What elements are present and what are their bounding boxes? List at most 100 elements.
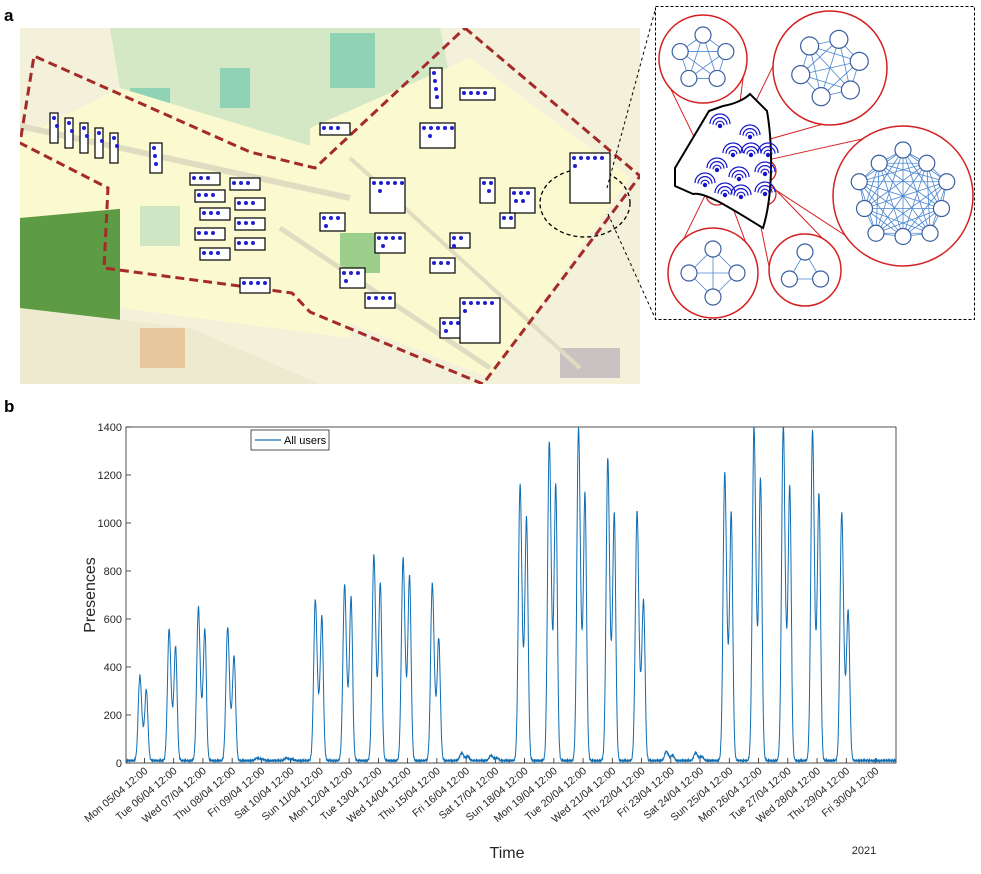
zoom-connector-top	[606, 6, 657, 189]
map-pond-2	[220, 68, 250, 108]
access-point-marker	[216, 251, 220, 255]
cluster-node	[918, 154, 936, 172]
y-tick-label: 200	[104, 710, 122, 722]
campus-boundary	[20, 28, 640, 384]
wifi-icon	[754, 181, 776, 197]
access-point-marker	[452, 236, 456, 240]
access-point-marker	[388, 296, 392, 300]
building	[229, 177, 261, 191]
wifi-icon	[714, 182, 736, 198]
access-point-marker	[115, 144, 119, 148]
access-point-marker	[204, 231, 208, 235]
map-garden	[140, 206, 180, 246]
building	[234, 217, 266, 231]
access-point-marker	[242, 281, 246, 285]
access-point-marker	[211, 231, 215, 235]
panel-b-label: b	[4, 397, 15, 416]
access-point-marker	[393, 181, 397, 185]
legend-box	[250, 429, 330, 451]
access-point-marker	[435, 95, 439, 99]
access-point-marker	[197, 193, 201, 197]
access-point-marker	[377, 236, 381, 240]
access-point-marker	[429, 126, 433, 130]
access-point-marker	[443, 126, 447, 130]
cluster-node	[932, 199, 951, 218]
access-point-marker	[232, 181, 236, 185]
map-road-1	[20, 123, 351, 201]
cluster-node	[867, 224, 885, 242]
access-point-marker	[251, 201, 255, 205]
cluster-node	[791, 65, 811, 85]
cluster-node	[704, 240, 722, 258]
cluster-edge	[875, 163, 880, 234]
access-point-marker	[244, 221, 248, 225]
access-point-marker	[433, 79, 437, 83]
access-point-marker	[434, 87, 438, 91]
building	[189, 172, 221, 186]
access-point-marker	[52, 116, 56, 120]
access-point-marker	[329, 126, 333, 130]
cluster-node	[840, 80, 860, 100]
cluster-edge	[864, 149, 904, 209]
access-point-marker	[444, 329, 448, 333]
cluster-circle	[768, 233, 842, 307]
building	[194, 189, 226, 203]
access-point-marker	[439, 261, 443, 265]
wifi-icon	[757, 142, 779, 158]
cluster	[667, 227, 759, 319]
access-point-marker	[204, 193, 208, 197]
cluster-node	[921, 224, 939, 242]
access-point-marker	[97, 131, 101, 135]
access-point-marker	[469, 91, 473, 95]
access-point-marker	[452, 244, 456, 248]
cluster-node	[680, 69, 698, 88]
access-point-marker	[600, 156, 604, 160]
cluster-node	[811, 270, 830, 288]
campus-map-svg	[20, 28, 640, 384]
cluster-node	[780, 270, 799, 288]
access-point-marker	[336, 126, 340, 130]
access-point-marker	[251, 221, 255, 225]
access-point-marker	[197, 231, 201, 235]
access-point-marker	[428, 134, 432, 138]
building	[79, 122, 89, 154]
access-point-marker	[489, 181, 493, 185]
access-point-marker	[244, 241, 248, 245]
access-point-marker	[502, 216, 506, 220]
map-lot	[140, 328, 185, 368]
cluster-edge	[859, 181, 931, 234]
access-point-marker	[349, 271, 353, 275]
clusters	[658, 10, 974, 319]
cluster-node	[938, 173, 956, 191]
panel-a-label: a	[4, 6, 14, 25]
y-tick-label: 600	[104, 614, 122, 626]
access-point-marker	[514, 199, 518, 203]
access-point-marker	[386, 181, 390, 185]
access-point-marker	[381, 296, 385, 300]
cluster-node	[849, 51, 869, 71]
access-point-marker	[82, 126, 86, 130]
access-point-marker	[70, 129, 74, 133]
y-axis-label: Presences	[82, 557, 99, 633]
building	[364, 292, 396, 309]
cluster-edge	[809, 45, 851, 91]
access-point-marker	[322, 216, 326, 220]
access-point-marker	[251, 241, 255, 245]
wifi-icon	[740, 142, 762, 158]
access-point-marker	[436, 126, 440, 130]
access-point-marker	[192, 176, 196, 180]
y-tick-label: 1400	[98, 422, 122, 434]
access-point-marker	[244, 201, 248, 205]
building	[319, 122, 351, 136]
building	[374, 232, 406, 254]
cluster-node	[800, 36, 820, 56]
cluster	[772, 10, 888, 126]
cluster-edge	[878, 162, 942, 209]
presences-chart: 0 200 400 600 800 1000 1200 1400 Mon 05/04 12:0…	[0, 405, 981, 869]
access-point-marker	[573, 164, 577, 168]
cluster	[832, 125, 974, 267]
cluster-edge	[864, 208, 931, 234]
cluster-edge	[858, 181, 904, 237]
access-point-marker	[586, 156, 590, 160]
cluster-node	[829, 29, 849, 49]
